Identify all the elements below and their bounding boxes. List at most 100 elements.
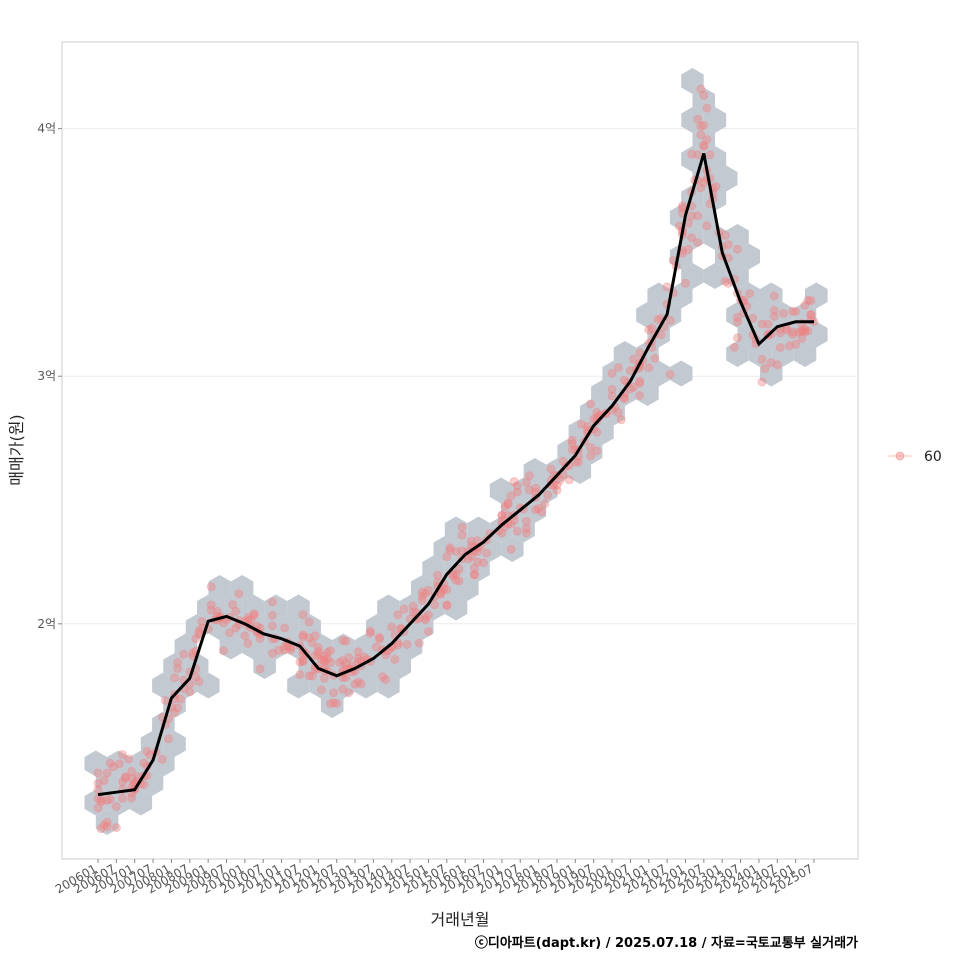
data-point [711,182,721,191]
data-point [629,354,638,364]
data-point [442,585,452,595]
hexbin-cell [568,458,592,484]
data-point [466,551,476,561]
hexbin-cell [771,341,794,367]
hexbin-cell [433,575,456,601]
data-point [705,150,715,160]
hexbin-cell [489,516,513,543]
data-point [408,607,418,617]
hexbin-cell [399,594,423,621]
data-point [451,569,461,579]
data-point [800,327,810,337]
data-point [402,640,412,649]
data-point [393,640,403,650]
data-point [442,601,452,611]
data-point [356,679,366,689]
data-point [729,342,739,352]
data-point [696,183,706,193]
data-point [124,754,134,764]
data-point [635,391,645,400]
data-point [197,617,207,627]
hexbin-cell [681,185,704,211]
legend: 60 [888,449,942,465]
data-point [298,630,308,640]
data-point [797,325,807,335]
data-point [757,377,767,387]
hexbin-cell [230,575,254,601]
data-point [543,490,553,500]
data-point [451,547,461,557]
data-point [307,638,317,648]
data-point [745,289,755,298]
data-point [512,487,522,497]
data-point [163,734,173,744]
data-point [111,823,121,833]
data-point [521,516,531,526]
y-tick-label: 3억 [37,369,56,383]
data-point [509,477,519,487]
data-point [191,672,201,682]
hexbin-cell [467,516,490,543]
data-point [160,696,170,705]
hexbin-cell [309,672,333,699]
data-point [552,485,562,495]
data-point [720,276,730,286]
data-point [567,435,577,445]
hexbin-cell [591,419,614,445]
data-point [769,311,779,321]
data-point [785,341,794,351]
hexbin-cell [388,614,411,640]
data-point [699,142,709,152]
data-point [497,528,507,538]
data-point [794,327,804,337]
hexbin-cell [737,282,760,309]
data-point [540,499,550,509]
data-point [616,415,626,425]
data-point [393,610,403,620]
data-point [319,651,329,661]
data-point [806,296,816,306]
data-point [534,504,544,513]
data-point [592,427,602,437]
data-point [127,766,137,776]
data-point [629,382,638,392]
data-point [142,746,152,756]
data-point [788,306,798,316]
data-point [775,343,785,353]
data-point [93,768,103,778]
data-point [417,595,427,605]
hexbin-cell [208,575,231,601]
hexbin-cell [647,282,670,309]
data-point [108,762,118,772]
legend-key-point [895,451,905,461]
data-point [399,604,409,614]
hexbin-cell [422,555,445,582]
hexbin-cell [298,653,321,679]
hexbin-cell [669,282,693,309]
data-point [702,135,712,145]
data-point [524,485,534,495]
data-point [341,636,351,646]
data-point [102,795,112,805]
data-point [295,670,305,680]
data-point [693,114,703,124]
data-point [353,654,363,663]
hexbin-cell [444,555,468,582]
data-point [338,684,348,694]
hexbin-cell [140,731,164,757]
data-point [93,803,103,813]
data-point [607,368,617,378]
data-point [806,310,816,320]
data-point [733,333,742,343]
data-point [102,822,112,832]
data-point [803,326,813,336]
data-point [451,575,461,585]
data-point [304,671,314,681]
data-point [521,523,531,533]
hexbin-cell [354,633,378,660]
trend-line [97,152,814,797]
hexbin-cell [523,458,547,484]
hexbin-cell [703,146,727,172]
data-point [99,820,109,830]
hexbin-cell [354,672,378,699]
